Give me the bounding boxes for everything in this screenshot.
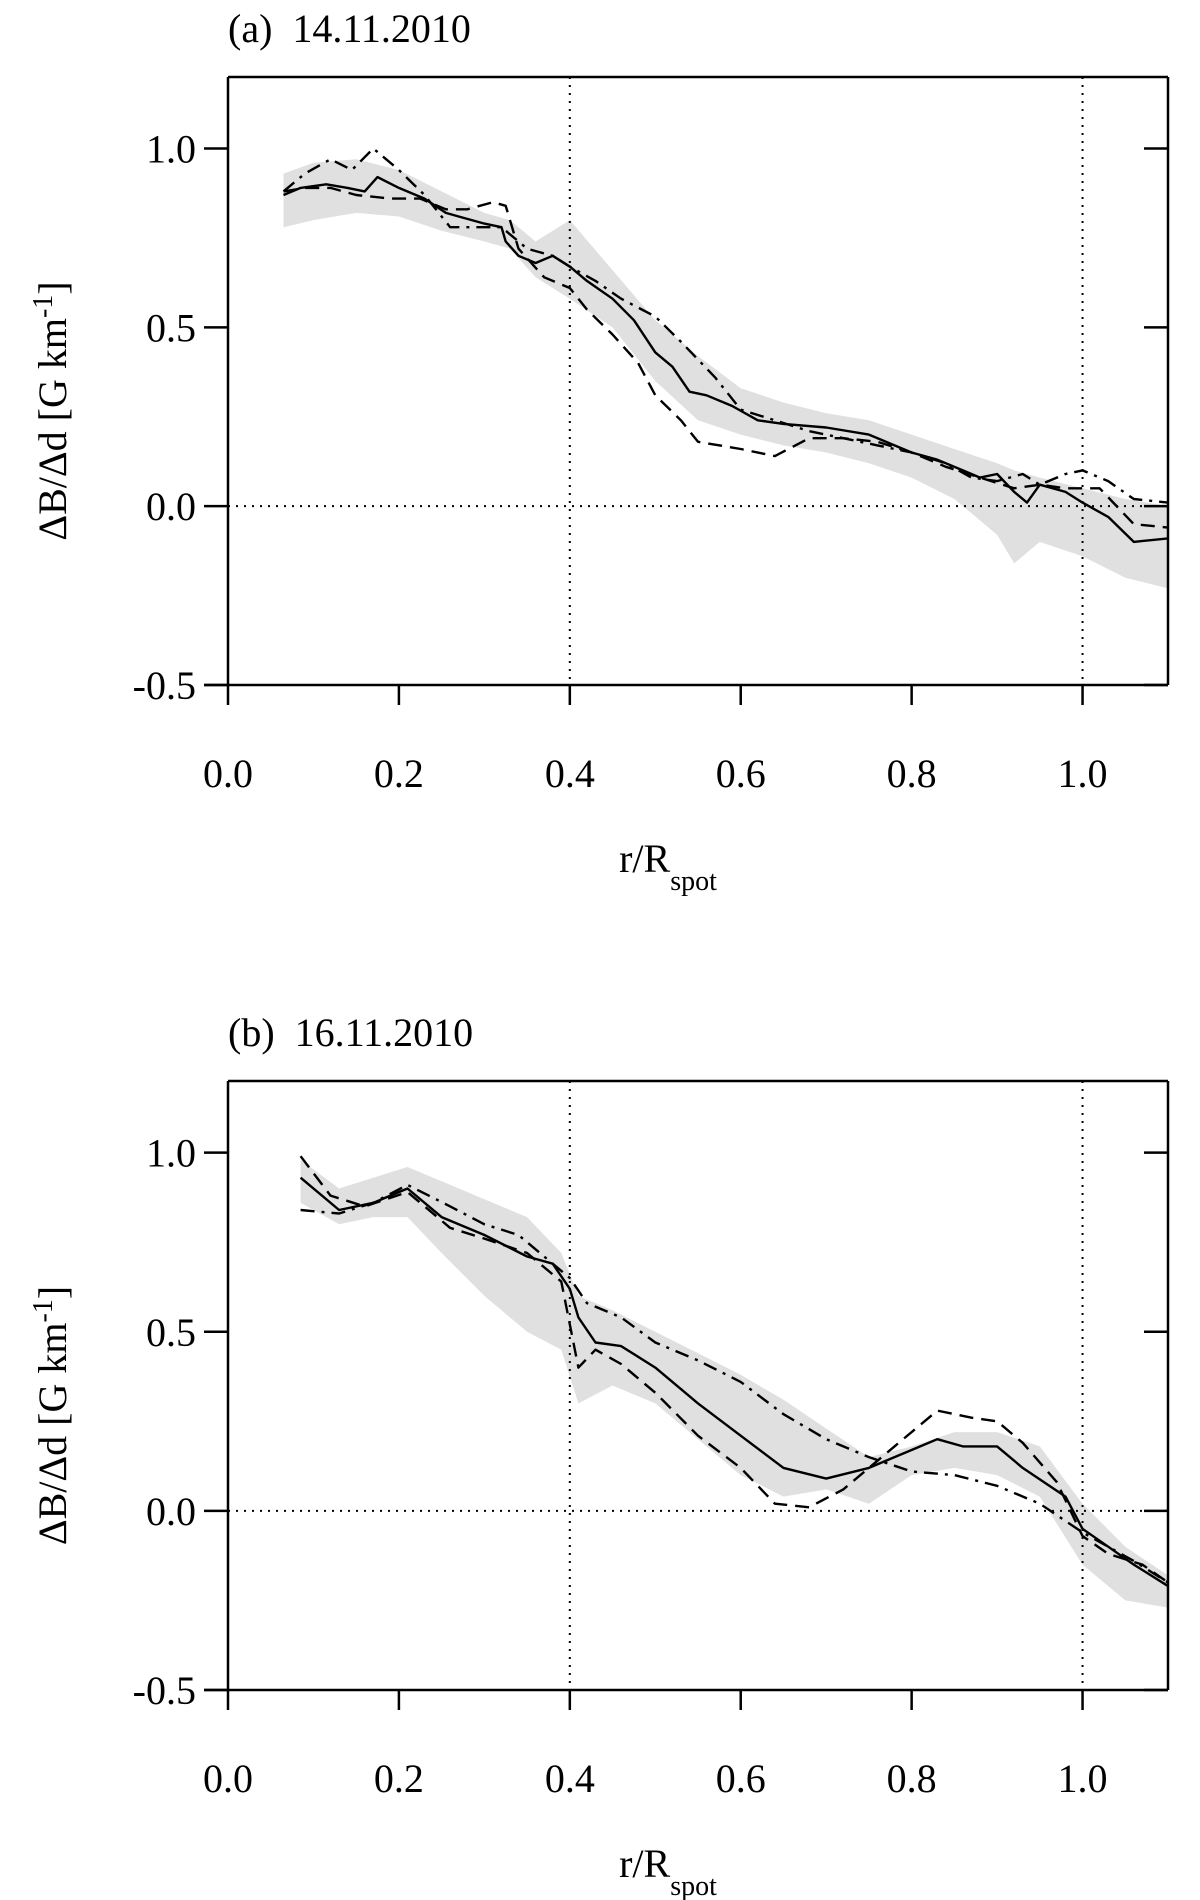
x-tick-label: 0.4 bbox=[545, 1756, 595, 1801]
y-tick-label: 0.0 bbox=[146, 1489, 196, 1534]
x-tick-label: 0.2 bbox=[374, 1756, 424, 1801]
y-axis-label-main: ΔB/Δd [G km bbox=[30, 1323, 75, 1546]
uncertainty-band bbox=[283, 159, 1168, 589]
series-line-dash-dot bbox=[282, 147, 1168, 504]
y-axis-label-close: ] bbox=[30, 1286, 75, 1299]
x-tick-label: 1.0 bbox=[1058, 1756, 1108, 1801]
x-axis-label-sub: spot bbox=[670, 1871, 717, 1900]
x-tick-label: 0.0 bbox=[203, 751, 253, 796]
y-axis-label-sup: -1 bbox=[28, 295, 59, 318]
panel-b: -0.50.00.51.00.0 0.2 0.4 0.6 0.8 1.0(b) 16.11… bbox=[28, 1010, 1170, 1900]
x-axis-label-main: r/R bbox=[619, 836, 670, 881]
y-axis-label: ΔB/Δd [G km-1] bbox=[28, 281, 75, 540]
panel-title: (a) 14.11.2010 bbox=[228, 6, 471, 51]
x-tick-label: 0.2 bbox=[374, 751, 424, 796]
series-line-dashed bbox=[299, 1155, 1168, 1584]
x-tick-label: 0.6 bbox=[716, 751, 766, 796]
x-axis-label-main: r/R bbox=[619, 1841, 670, 1886]
y-tick-label: 0.5 bbox=[146, 305, 196, 350]
y-axis-label: ΔB/Δd [G km-1] bbox=[28, 1286, 75, 1545]
y-tick-label: 1.0 bbox=[146, 127, 196, 172]
x-tick-label: 0.6 bbox=[716, 1756, 766, 1801]
series-line-solid bbox=[299, 1176, 1168, 1588]
series-line-dash-dot bbox=[300, 1183, 1168, 1584]
y-tick-label: 0.0 bbox=[146, 484, 196, 529]
x-tick-label: 0.0 bbox=[203, 1756, 253, 1801]
y-tick-label: -0.5 bbox=[133, 1668, 196, 1713]
y-tick-label: 0.5 bbox=[146, 1310, 196, 1355]
x-tick-label: 0.8 bbox=[887, 751, 937, 796]
x-axis-label: r/Rspot bbox=[619, 836, 717, 897]
y-axis-label-sup: -1 bbox=[28, 1299, 59, 1322]
y-axis-label-main: ΔB/Δd [G km bbox=[30, 318, 75, 541]
panel-title: (b) 16.11.2010 bbox=[228, 1010, 473, 1055]
series-line-solid bbox=[283, 175, 1168, 544]
x-axis-label: r/Rspot bbox=[619, 1841, 717, 1900]
y-tick-label: 1.0 bbox=[146, 1131, 196, 1176]
x-tick-label: 0.8 bbox=[887, 1756, 937, 1801]
y-axis-label-close: ] bbox=[30, 281, 75, 294]
x-axis-label-sub: spot bbox=[670, 866, 717, 897]
x-tick-label: 0.4 bbox=[545, 751, 595, 796]
x-tick-label: 1.0 bbox=[1058, 751, 1108, 796]
y-tick-label: -0.5 bbox=[133, 663, 196, 708]
uncertainty-band bbox=[300, 1159, 1168, 1608]
panel-a: -0.50.00.51.00.0 0.2 0.4 0.6 0.8 1.0(a) 14.11… bbox=[28, 6, 1170, 897]
